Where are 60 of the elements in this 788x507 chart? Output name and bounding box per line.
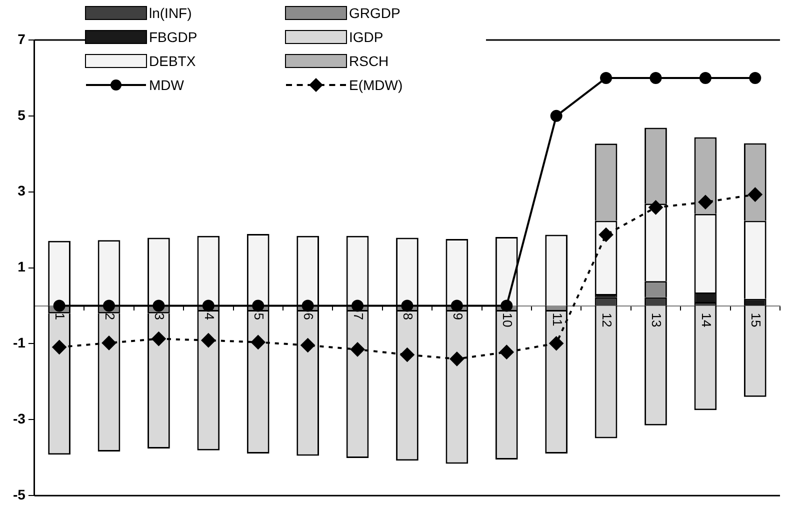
point [401, 300, 414, 312]
point [550, 110, 562, 122]
point [152, 300, 165, 312]
x-tick-label: 7 [350, 312, 366, 320]
x-tick-label: 10 [500, 312, 516, 328]
x-tick-label: 1 [52, 312, 68, 320]
legend-label: IGDP [349, 29, 384, 45]
x-tick-label: 4 [202, 312, 217, 320]
point [450, 300, 463, 312]
point [648, 200, 663, 214]
point [350, 342, 365, 356]
point [53, 300, 66, 312]
point [698, 195, 712, 210]
point [302, 300, 314, 312]
x-tick-label: 5 [252, 312, 267, 320]
point [352, 300, 364, 312]
y-tick-label: 3 [18, 182, 26, 199]
point [749, 72, 762, 84]
x-tick-label: 15 [748, 312, 764, 328]
x-tick-label: 2 [102, 312, 118, 320]
legend-label: GRGDP [349, 5, 400, 21]
legend-label: DEBTX [149, 53, 196, 69]
point [699, 72, 712, 84]
legend-label: FBGDP [149, 29, 198, 45]
point [52, 340, 66, 354]
y-tick-label: -1 [12, 334, 26, 351]
x-tick-label: 6 [301, 312, 316, 320]
legend-label: MDW [149, 77, 184, 93]
legend-label: E(MDW) [349, 77, 403, 93]
x-tick-label: 11 [550, 312, 565, 326]
point [500, 345, 514, 360]
point [748, 188, 762, 202]
point [650, 72, 662, 84]
point [400, 348, 414, 362]
point [549, 336, 564, 350]
point [252, 300, 264, 312]
point [152, 332, 166, 346]
y-tick-label: -5 [12, 486, 26, 502]
point [201, 333, 216, 348]
point [500, 300, 513, 312]
y-tick-label: 5 [18, 106, 26, 123]
x-tick-label: 8 [400, 312, 416, 320]
point [103, 300, 116, 312]
point [202, 300, 214, 312]
legend-label: ln(INF) [149, 5, 192, 21]
point [450, 352, 464, 366]
point [300, 338, 315, 352]
y-tick-label: 1 [18, 258, 26, 275]
x-tick-label: 13 [649, 312, 664, 328]
point [251, 335, 266, 350]
point [599, 228, 614, 242]
y-tick-label: 7 [18, 30, 26, 47]
x-tick-label: 14 [698, 312, 714, 328]
point [600, 72, 612, 84]
x-tick-label: 9 [450, 312, 466, 320]
y-tick-label: -3 [12, 410, 26, 427]
legend-label: RSCH [349, 53, 389, 69]
x-tick-label: 12 [599, 312, 614, 328]
point [102, 336, 116, 350]
x-tick-label: 3 [152, 312, 168, 320]
